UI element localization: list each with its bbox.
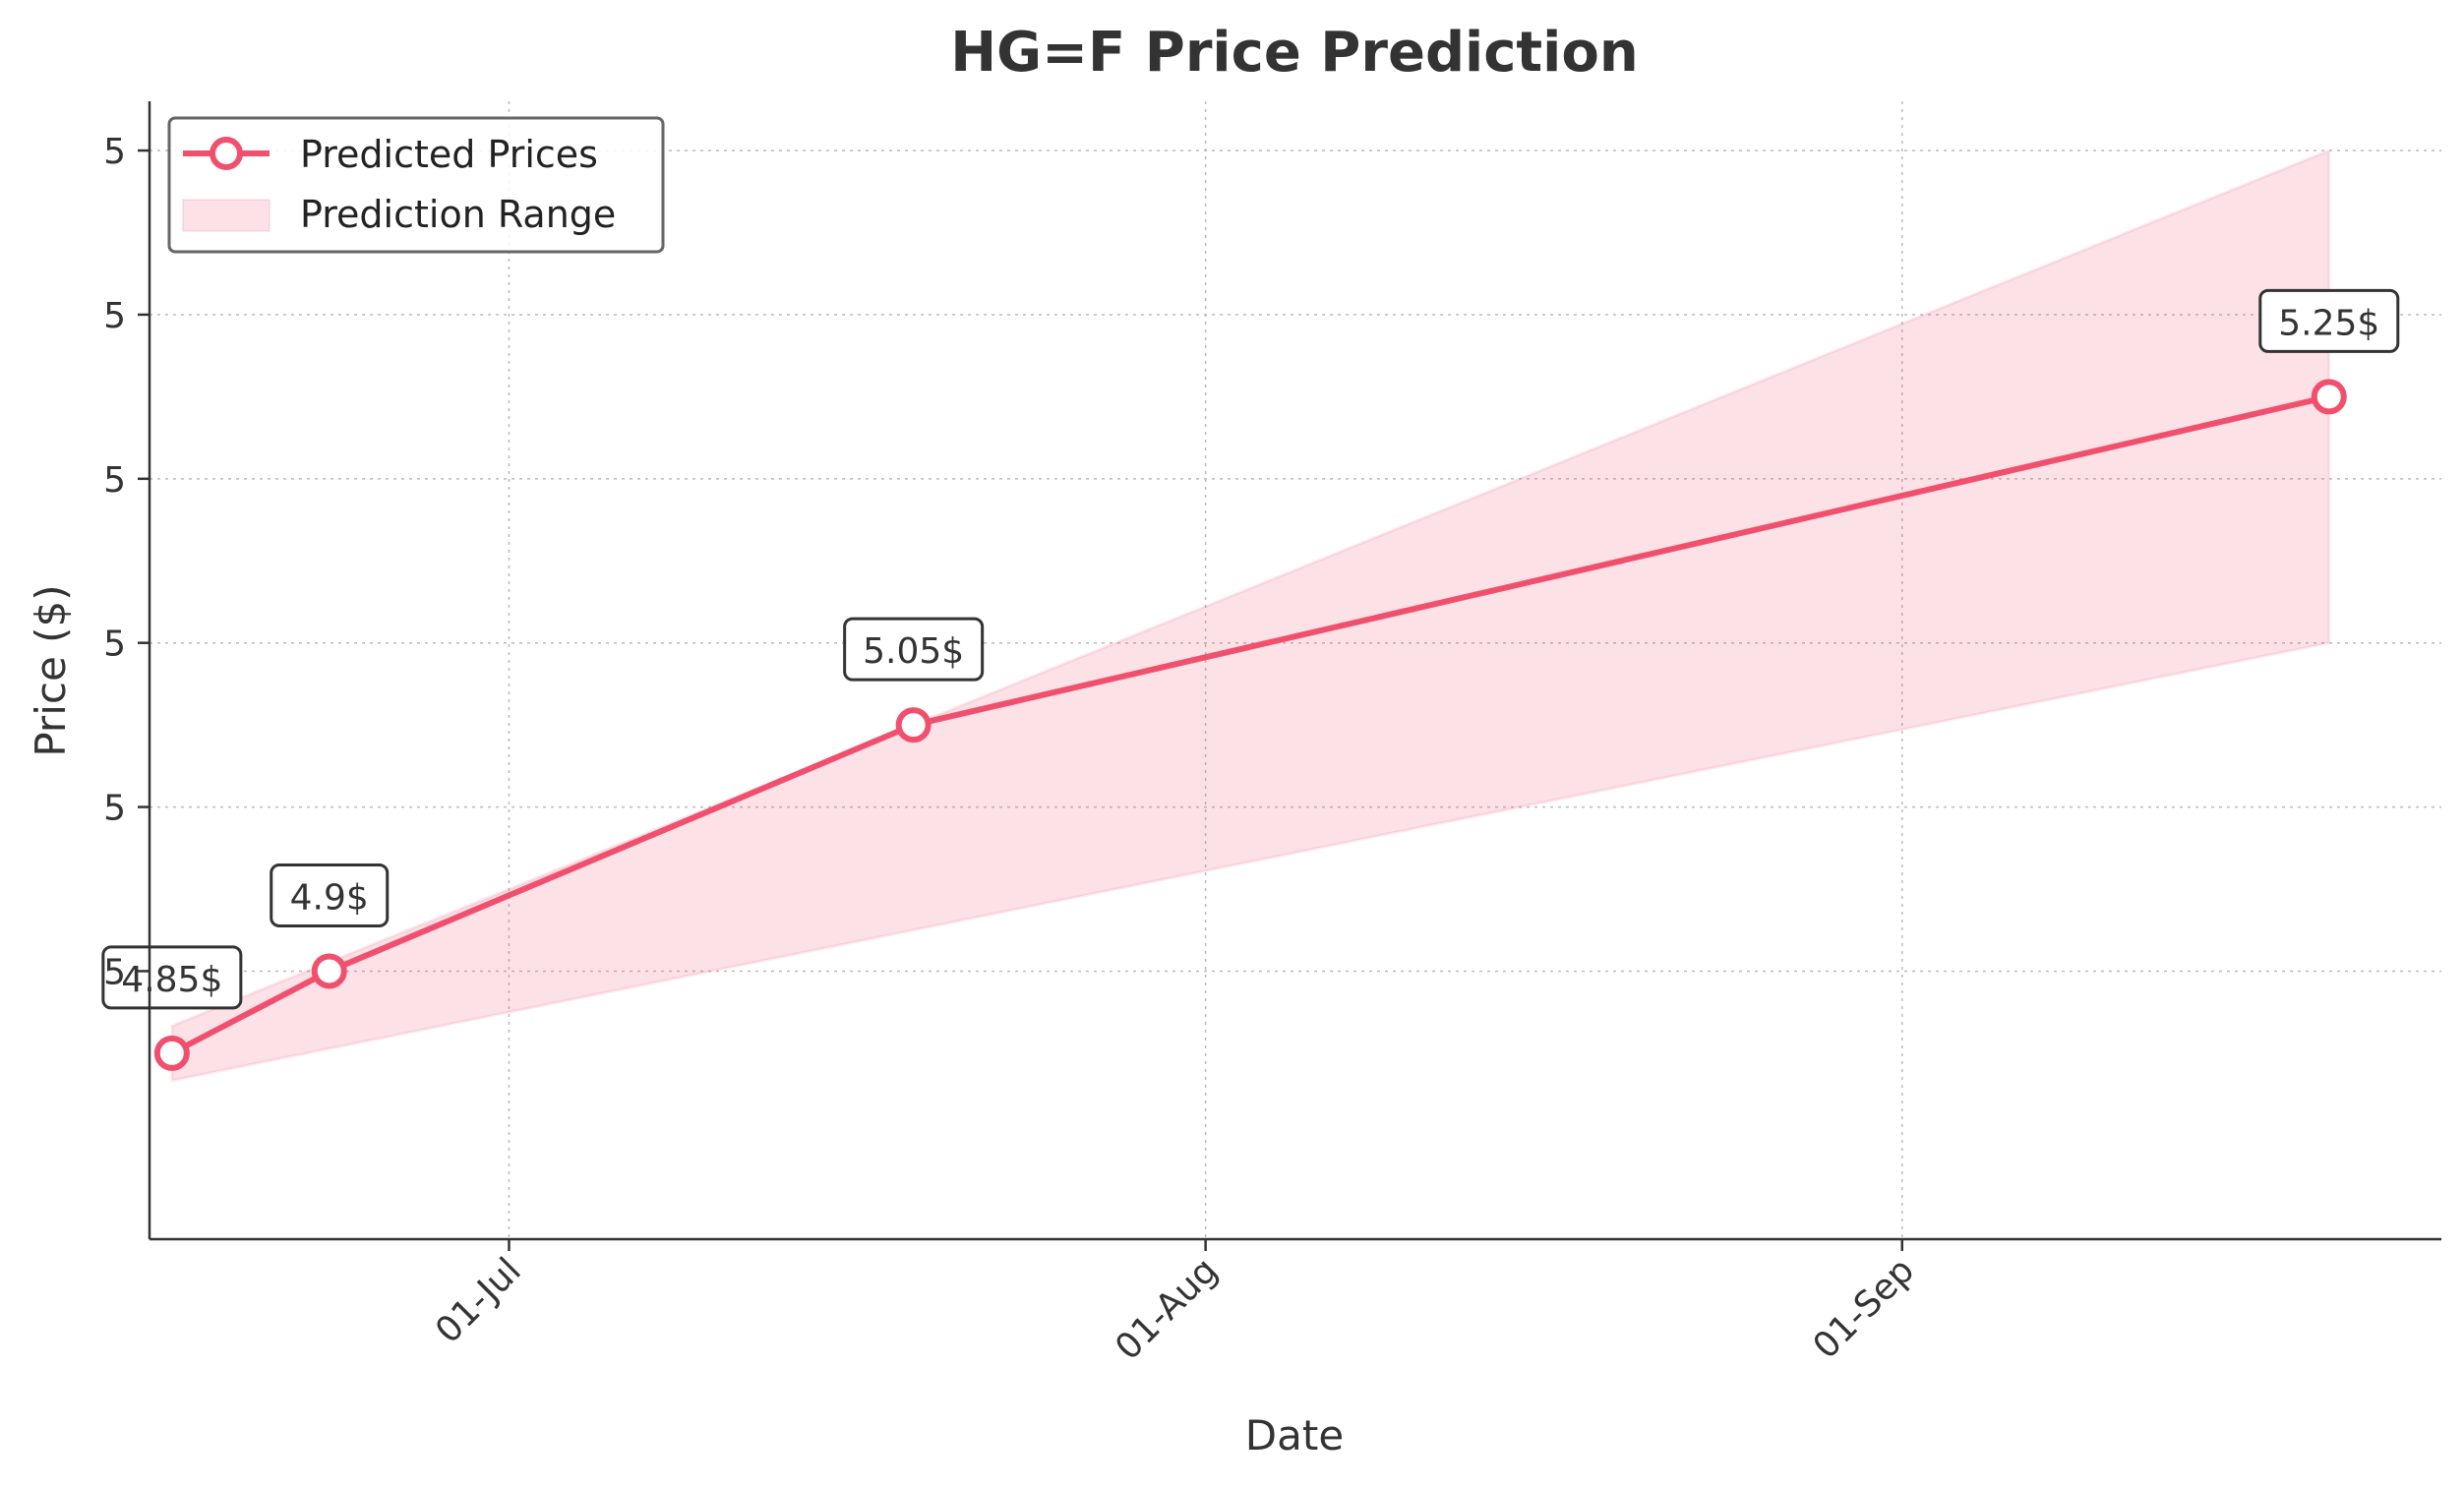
data-label: 4.85$	[121, 960, 222, 1000]
y-tick-label: 5	[103, 296, 126, 336]
data-label-box	[2258, 288, 2400, 353]
legend: Predicted Prices Prediction Range	[167, 116, 665, 254]
legend-label-predicted-prices: Predicted Prices	[300, 133, 598, 176]
chart-title: HG=F Price Prediction	[950, 21, 1638, 85]
axes	[148, 101, 2441, 1241]
data-label: 5.25$	[2278, 303, 2379, 343]
data-label-box	[843, 617, 985, 682]
y-axis-ticks: 5 5 5 5 5 5	[103, 132, 150, 992]
data-point	[2311, 379, 2347, 415]
y-tick-label: 5	[103, 625, 126, 665]
legend-range-swatch	[182, 199, 270, 232]
x-axis-title: Date	[1245, 1411, 1344, 1459]
data-points	[153, 379, 2347, 1071]
y-tick-label: 5	[103, 952, 126, 992]
data-label-box	[101, 945, 243, 1010]
data-labels: 4.85$ 4.9$ 5.05$ 5.25$	[101, 288, 2400, 1010]
legend-label-prediction-range: Prediction Range	[300, 193, 616, 236]
legend-box	[167, 116, 665, 254]
data-label: 5.05$	[863, 631, 964, 672]
data-point	[311, 953, 347, 989]
data-point	[895, 707, 932, 744]
predicted-prices-line	[170, 393, 2330, 1056]
y-axis-title: Price ($)	[27, 584, 75, 756]
gridlines	[150, 101, 2441, 1239]
y-tick-label: 5	[103, 460, 126, 501]
data-point	[153, 1035, 190, 1071]
legend-marker-swatch	[210, 137, 243, 170]
data-label: 4.9$	[290, 877, 369, 918]
data-label-box	[270, 863, 390, 927]
y-tick-label: 5	[103, 132, 126, 172]
y-tick-label: 5	[103, 789, 126, 829]
